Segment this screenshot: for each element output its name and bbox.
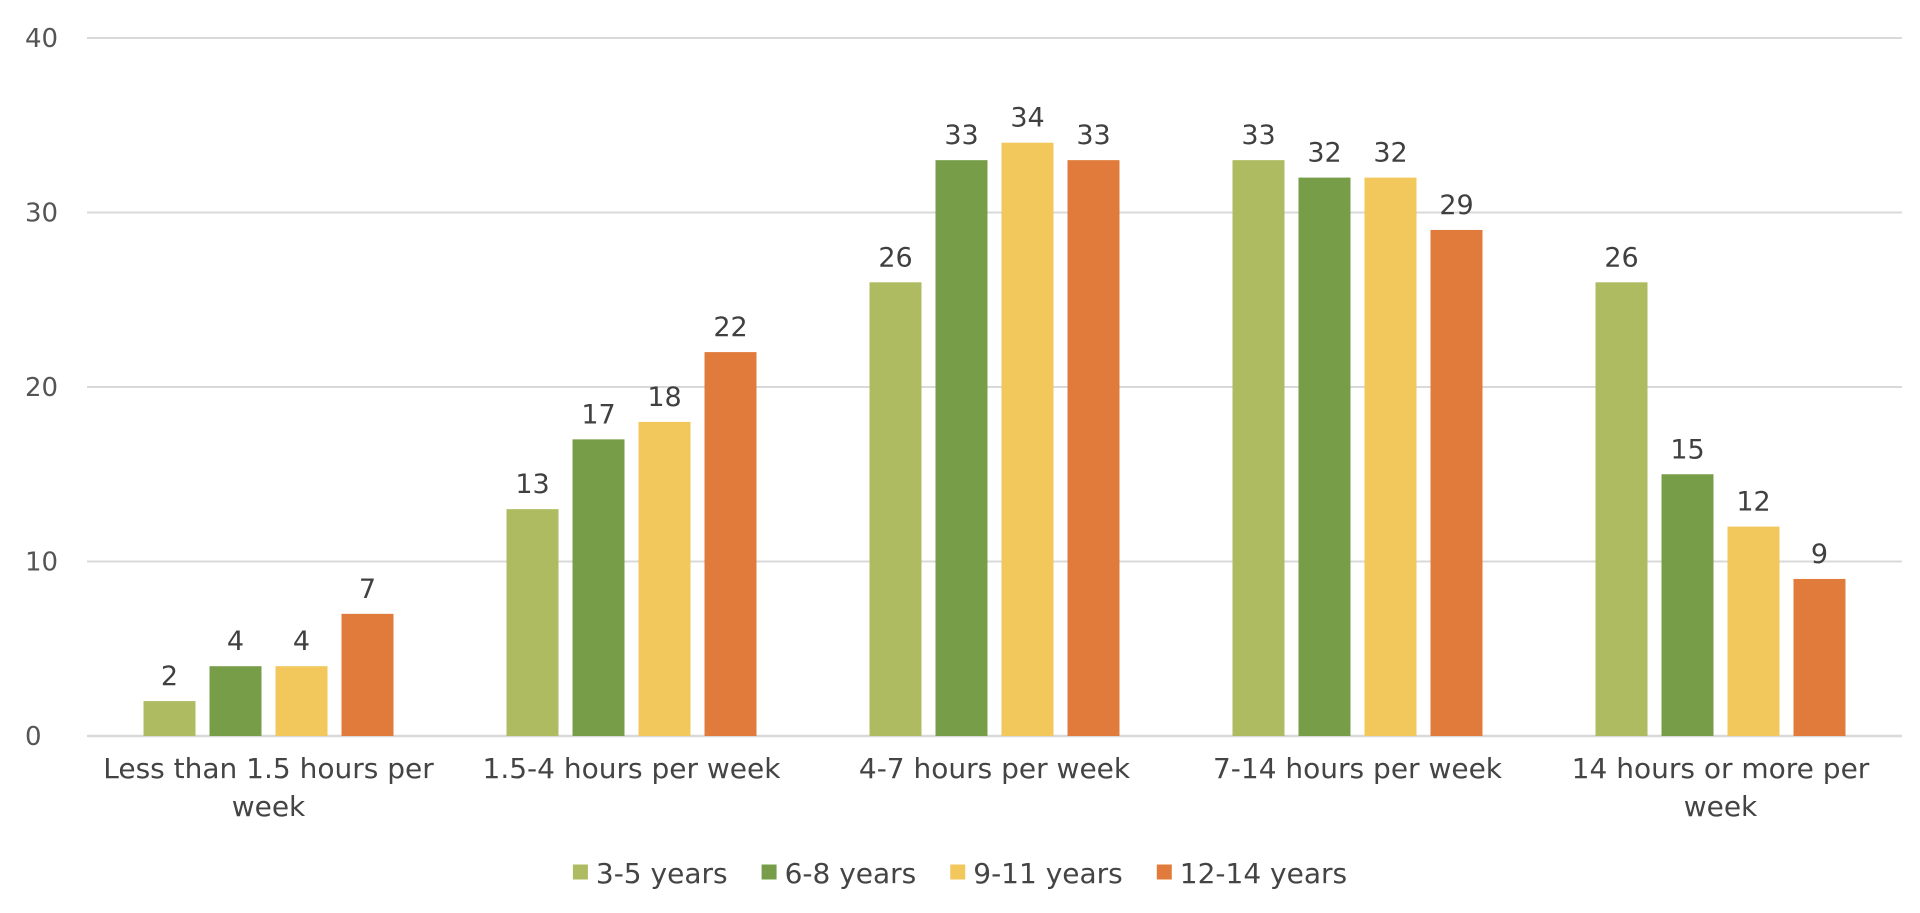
- bar: [209, 666, 262, 736]
- legend-label: 12-14 years: [1180, 857, 1347, 890]
- data-label: 17: [581, 399, 615, 430]
- category-label: 4-7 hours per week: [859, 752, 1131, 785]
- data-label: 4: [293, 626, 310, 657]
- data-label: 15: [1670, 434, 1704, 465]
- bar: [704, 352, 757, 736]
- y-tick-label: 0: [25, 722, 42, 752]
- legend-swatch: [761, 864, 777, 880]
- bar: [935, 160, 988, 736]
- data-label: 32: [1307, 138, 1341, 169]
- data-label: 4: [227, 626, 244, 657]
- y-axis-tick-labels: 0 10 20 30 40: [25, 24, 58, 752]
- legend-item: 6-8 years: [761, 857, 917, 890]
- bar: [143, 701, 196, 736]
- bar: [1793, 578, 1846, 736]
- data-label: 29: [1439, 190, 1473, 221]
- bar: [1001, 142, 1054, 736]
- legend-swatch: [950, 864, 966, 880]
- legend-item: 3-5 years: [572, 857, 728, 890]
- bars: [143, 142, 1846, 737]
- legend-label: 6-8 years: [785, 857, 917, 890]
- y-tick-label: 10: [25, 548, 58, 578]
- data-labels: 2 4 4 7 13 17 18 22 26 33 34 33 33 32 32 29 26 15 12 9: [161, 103, 1828, 692]
- y-tick-label: 40: [25, 24, 58, 54]
- x-axis-category-labels: Less than 1.5 hours per week 1.5-4 hours p…: [103, 752, 1870, 823]
- bar: [1430, 229, 1483, 736]
- bar: [506, 509, 559, 736]
- data-label: 33: [1241, 120, 1275, 151]
- legend-item: 12-14 years: [1156, 857, 1347, 890]
- legend-label: 3-5 years: [596, 857, 728, 890]
- legend: 3-5 years 6-8 years 9-11 years 12-14 years: [572, 857, 1347, 890]
- bar: [1727, 526, 1780, 736]
- data-label: 9: [1811, 539, 1828, 570]
- category-label: Less than 1.5 hours per week: [103, 752, 434, 823]
- bar: [1067, 160, 1120, 736]
- bar: [275, 666, 328, 736]
- data-label: 33: [1076, 120, 1110, 151]
- bar: [869, 282, 922, 736]
- data-label: 33: [944, 120, 978, 151]
- legend-label: 9-11 years: [973, 857, 1123, 890]
- bar: [341, 613, 394, 736]
- data-label: 22: [713, 312, 747, 343]
- y-tick-label: 30: [25, 199, 58, 229]
- data-label: 26: [1604, 242, 1638, 273]
- bar: [1661, 474, 1714, 736]
- category-label: 1.5-4 hours per week: [483, 752, 782, 785]
- y-tick-label: 20: [25, 373, 58, 403]
- bar: [638, 421, 691, 736]
- legend-item: 9-11 years: [950, 857, 1123, 890]
- data-label: 18: [647, 382, 681, 413]
- data-label: 32: [1373, 138, 1407, 169]
- category-label: 7-14 hours per week: [1213, 752, 1503, 785]
- bar: [1232, 160, 1285, 736]
- data-label: 13: [515, 469, 549, 500]
- data-label: 26: [878, 242, 912, 273]
- bar: [572, 439, 625, 736]
- legend-swatch: [1156, 864, 1172, 880]
- data-label: 7: [359, 574, 376, 605]
- bar: [1364, 177, 1417, 737]
- bar: [1298, 177, 1351, 737]
- data-label: 34: [1010, 103, 1044, 134]
- category-label: 14 hours or more per week: [1572, 752, 1870, 823]
- data-label: 2: [161, 661, 178, 692]
- data-label: 12: [1736, 487, 1770, 518]
- legend-swatch: [572, 864, 588, 880]
- bar: [1595, 282, 1648, 736]
